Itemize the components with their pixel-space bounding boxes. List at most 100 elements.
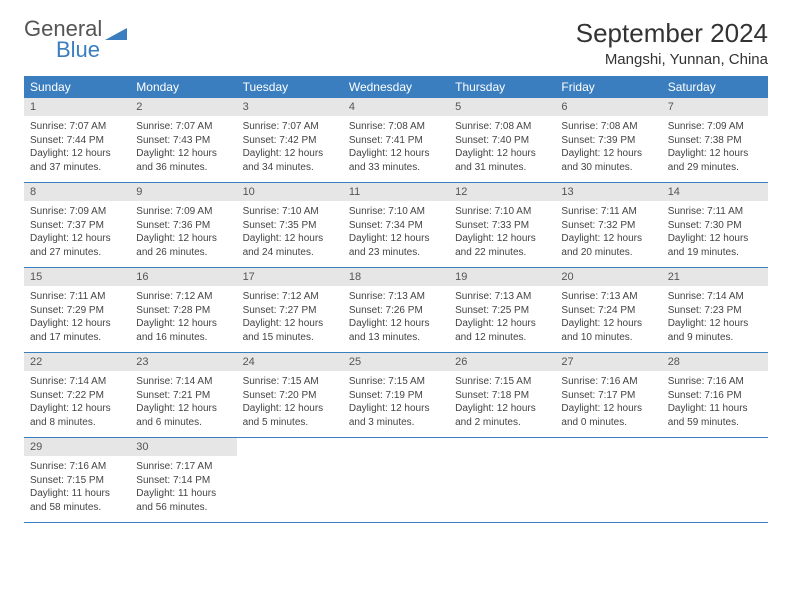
- month-title: September 2024: [576, 18, 768, 49]
- day-details: Sunrise: 7:08 AMSunset: 7:39 PMDaylight:…: [555, 116, 661, 182]
- calendar-cell: 25Sunrise: 7:15 AMSunset: 7:19 PMDayligh…: [343, 353, 449, 438]
- calendar-cell: 18Sunrise: 7:13 AMSunset: 7:26 PMDayligh…: [343, 268, 449, 353]
- day-number: 22: [24, 353, 130, 371]
- calendar-cell: 5Sunrise: 7:08 AMSunset: 7:40 PMDaylight…: [449, 98, 555, 183]
- calendar-cell: 1Sunrise: 7:07 AMSunset: 7:44 PMDaylight…: [24, 98, 130, 183]
- calendar-cell: ..: [343, 438, 449, 523]
- day-details: Sunrise: 7:13 AMSunset: 7:25 PMDaylight:…: [449, 286, 555, 352]
- calendar-cell: 19Sunrise: 7:13 AMSunset: 7:25 PMDayligh…: [449, 268, 555, 353]
- calendar-cell: 28Sunrise: 7:16 AMSunset: 7:16 PMDayligh…: [662, 353, 768, 438]
- weekday-header: Saturday: [662, 76, 768, 98]
- calendar-cell: 21Sunrise: 7:14 AMSunset: 7:23 PMDayligh…: [662, 268, 768, 353]
- day-number: 19: [449, 268, 555, 286]
- calendar-cell: 12Sunrise: 7:10 AMSunset: 7:33 PMDayligh…: [449, 183, 555, 268]
- calendar-cell: 3Sunrise: 7:07 AMSunset: 7:42 PMDaylight…: [237, 98, 343, 183]
- day-details: Sunrise: 7:08 AMSunset: 7:41 PMDaylight:…: [343, 116, 449, 182]
- day-number: 21: [662, 268, 768, 286]
- day-details: Sunrise: 7:16 AMSunset: 7:17 PMDaylight:…: [555, 371, 661, 437]
- day-number: 25: [343, 353, 449, 371]
- calendar-cell: 23Sunrise: 7:14 AMSunset: 7:21 PMDayligh…: [130, 353, 236, 438]
- calendar-cell: 2Sunrise: 7:07 AMSunset: 7:43 PMDaylight…: [130, 98, 236, 183]
- calendar-cell: ..: [237, 438, 343, 523]
- calendar-row: 8Sunrise: 7:09 AMSunset: 7:37 PMDaylight…: [24, 183, 768, 268]
- calendar-cell: 14Sunrise: 7:11 AMSunset: 7:30 PMDayligh…: [662, 183, 768, 268]
- day-details: Sunrise: 7:14 AMSunset: 7:23 PMDaylight:…: [662, 286, 768, 352]
- day-number: 7: [662, 98, 768, 116]
- day-number: 9: [130, 183, 236, 201]
- day-number: 5: [449, 98, 555, 116]
- calendar-row: 22Sunrise: 7:14 AMSunset: 7:22 PMDayligh…: [24, 353, 768, 438]
- weekday-header: Wednesday: [343, 76, 449, 98]
- calendar-row: 29Sunrise: 7:16 AMSunset: 7:15 PMDayligh…: [24, 438, 768, 523]
- calendar-cell: ..: [555, 438, 661, 523]
- calendar-cell: 24Sunrise: 7:15 AMSunset: 7:20 PMDayligh…: [237, 353, 343, 438]
- day-details: Sunrise: 7:09 AMSunset: 7:38 PMDaylight:…: [662, 116, 768, 182]
- day-details: Sunrise: 7:11 AMSunset: 7:29 PMDaylight:…: [24, 286, 130, 352]
- day-details: Sunrise: 7:15 AMSunset: 7:19 PMDaylight:…: [343, 371, 449, 437]
- day-details: Sunrise: 7:17 AMSunset: 7:14 PMDaylight:…: [130, 456, 236, 522]
- day-details: Sunrise: 7:13 AMSunset: 7:26 PMDaylight:…: [343, 286, 449, 352]
- day-number: 23: [130, 353, 236, 371]
- calendar-cell: 29Sunrise: 7:16 AMSunset: 7:15 PMDayligh…: [24, 438, 130, 523]
- day-number: 26: [449, 353, 555, 371]
- day-details: Sunrise: 7:14 AMSunset: 7:22 PMDaylight:…: [24, 371, 130, 437]
- day-details: Sunrise: 7:12 AMSunset: 7:28 PMDaylight:…: [130, 286, 236, 352]
- day-number: 20: [555, 268, 661, 286]
- calendar-cell: 13Sunrise: 7:11 AMSunset: 7:32 PMDayligh…: [555, 183, 661, 268]
- day-details: Sunrise: 7:16 AMSunset: 7:15 PMDaylight:…: [24, 456, 130, 522]
- title-block: September 2024 Mangshi, Yunnan, China: [576, 18, 768, 68]
- day-details: Sunrise: 7:07 AMSunset: 7:43 PMDaylight:…: [130, 116, 236, 182]
- day-details: Sunrise: 7:10 AMSunset: 7:33 PMDaylight:…: [449, 201, 555, 267]
- day-details: Sunrise: 7:15 AMSunset: 7:18 PMDaylight:…: [449, 371, 555, 437]
- weekday-header: Monday: [130, 76, 236, 98]
- day-number: 24: [237, 353, 343, 371]
- calendar-row: 1Sunrise: 7:07 AMSunset: 7:44 PMDaylight…: [24, 98, 768, 183]
- day-number: 8: [24, 183, 130, 201]
- day-number: 14: [662, 183, 768, 201]
- day-number: 15: [24, 268, 130, 286]
- calendar-cell: 17Sunrise: 7:12 AMSunset: 7:27 PMDayligh…: [237, 268, 343, 353]
- day-number: 30: [130, 438, 236, 456]
- day-number: 27: [555, 353, 661, 371]
- day-number: 2: [130, 98, 236, 116]
- calendar-cell: 27Sunrise: 7:16 AMSunset: 7:17 PMDayligh…: [555, 353, 661, 438]
- day-details: Sunrise: 7:14 AMSunset: 7:21 PMDaylight:…: [130, 371, 236, 437]
- day-details: Sunrise: 7:15 AMSunset: 7:20 PMDaylight:…: [237, 371, 343, 437]
- day-number: 16: [130, 268, 236, 286]
- day-number: 28: [662, 353, 768, 371]
- calendar-cell: 20Sunrise: 7:13 AMSunset: 7:24 PMDayligh…: [555, 268, 661, 353]
- calendar-cell: 9Sunrise: 7:09 AMSunset: 7:36 PMDaylight…: [130, 183, 236, 268]
- day-details: Sunrise: 7:11 AMSunset: 7:30 PMDaylight:…: [662, 201, 768, 267]
- day-number: 10: [237, 183, 343, 201]
- calendar-cell: 8Sunrise: 7:09 AMSunset: 7:37 PMDaylight…: [24, 183, 130, 268]
- calendar-cell: 26Sunrise: 7:15 AMSunset: 7:18 PMDayligh…: [449, 353, 555, 438]
- day-details: Sunrise: 7:08 AMSunset: 7:40 PMDaylight:…: [449, 116, 555, 182]
- day-number: 4: [343, 98, 449, 116]
- calendar-cell: ..: [662, 438, 768, 523]
- weekday-header: Thursday: [449, 76, 555, 98]
- day-number: 29: [24, 438, 130, 456]
- day-number: 11: [343, 183, 449, 201]
- calendar-table: Sunday Monday Tuesday Wednesday Thursday…: [24, 76, 768, 523]
- calendar-cell: 30Sunrise: 7:17 AMSunset: 7:14 PMDayligh…: [130, 438, 236, 523]
- day-details: Sunrise: 7:12 AMSunset: 7:27 PMDaylight:…: [237, 286, 343, 352]
- day-details: Sunrise: 7:07 AMSunset: 7:44 PMDaylight:…: [24, 116, 130, 182]
- day-number: 17: [237, 268, 343, 286]
- calendar-cell: ..: [449, 438, 555, 523]
- calendar-cell: 6Sunrise: 7:08 AMSunset: 7:39 PMDaylight…: [555, 98, 661, 183]
- weekday-header: Tuesday: [237, 76, 343, 98]
- day-number: 3: [237, 98, 343, 116]
- header: General Blue September 2024 Mangshi, Yun…: [24, 18, 768, 68]
- day-number: 12: [449, 183, 555, 201]
- day-number: 1: [24, 98, 130, 116]
- calendar-cell: 16Sunrise: 7:12 AMSunset: 7:28 PMDayligh…: [130, 268, 236, 353]
- day-details: Sunrise: 7:07 AMSunset: 7:42 PMDaylight:…: [237, 116, 343, 182]
- calendar-cell: 11Sunrise: 7:10 AMSunset: 7:34 PMDayligh…: [343, 183, 449, 268]
- calendar-cell: 4Sunrise: 7:08 AMSunset: 7:41 PMDaylight…: [343, 98, 449, 183]
- day-number: 18: [343, 268, 449, 286]
- day-details: Sunrise: 7:09 AMSunset: 7:36 PMDaylight:…: [130, 201, 236, 267]
- day-details: Sunrise: 7:16 AMSunset: 7:16 PMDaylight:…: [662, 371, 768, 437]
- logo: General Blue: [24, 18, 127, 61]
- day-number: 13: [555, 183, 661, 201]
- day-details: Sunrise: 7:11 AMSunset: 7:32 PMDaylight:…: [555, 201, 661, 267]
